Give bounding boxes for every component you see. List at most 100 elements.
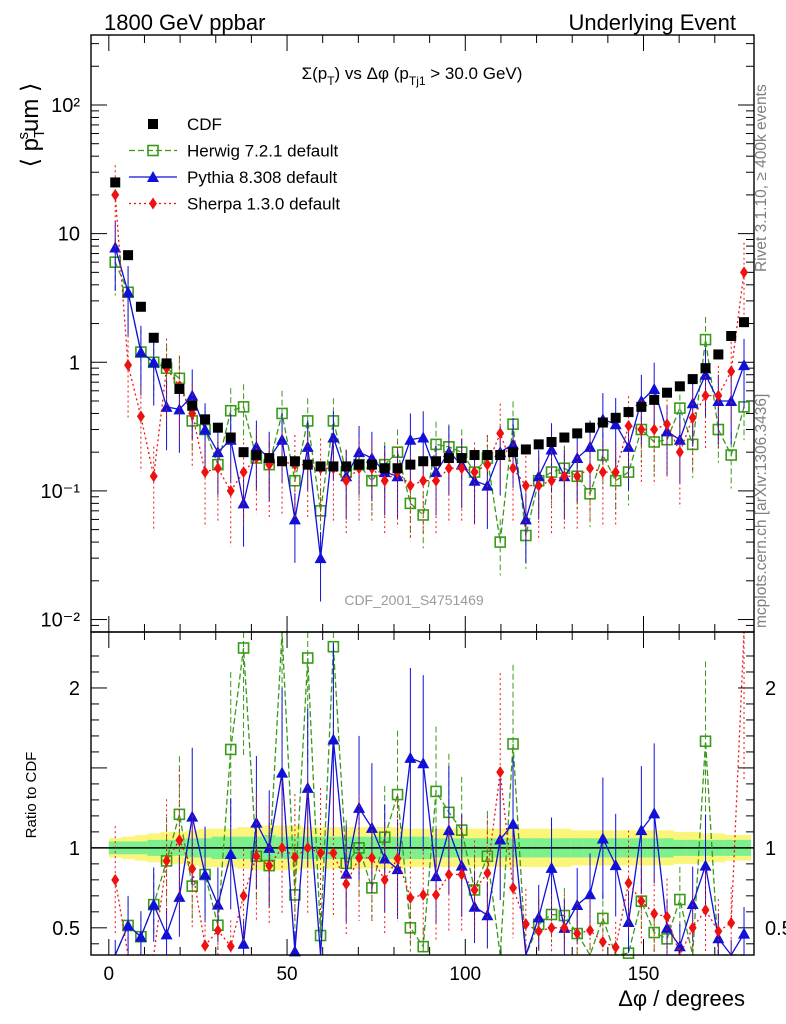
sherpa-point — [149, 470, 158, 483]
pythia-ratio-point — [584, 888, 597, 900]
herwig-ratio-point — [224, 743, 237, 756]
pythia-ratio-point — [661, 921, 674, 933]
cdf-point — [687, 374, 698, 385]
herwig-ratio-point — [314, 929, 327, 942]
sherpa-ratio-point — [175, 834, 184, 847]
herwig-point — [674, 402, 686, 414]
herwig-ratio-point — [481, 850, 494, 863]
sherpa-point — [226, 484, 235, 497]
sherpa-point — [419, 474, 428, 487]
pythia-ratio-point — [122, 919, 135, 931]
pythia-ratio-point — [327, 733, 340, 745]
sherpa-point — [727, 365, 736, 378]
pythia-point — [147, 356, 160, 368]
sherpa-point — [624, 419, 633, 432]
cdf-point — [418, 456, 429, 467]
sherpa-point — [714, 389, 723, 402]
sherpa-ratio-point — [547, 921, 556, 934]
sherpa-point — [380, 474, 389, 487]
sherpa-ratio-point — [290, 851, 299, 864]
sherpa-point — [111, 188, 120, 201]
sherpa-ratio-point — [470, 883, 479, 896]
herwig-point — [494, 536, 507, 548]
pythia-point — [519, 513, 532, 525]
sherpa-point — [663, 418, 672, 431]
sherpa-ratio-point — [278, 841, 287, 854]
pythia-point — [648, 382, 661, 394]
cdf-point — [187, 400, 198, 411]
cdf-point — [739, 317, 750, 328]
cdf-point — [636, 401, 647, 412]
sherpa-point — [136, 410, 145, 423]
sherpa-ratio-point — [509, 881, 518, 894]
pythia-point — [686, 397, 699, 409]
cdf-point — [469, 450, 480, 461]
cdf-point — [700, 363, 711, 374]
pythia-point — [609, 418, 622, 430]
herwig-ratio-point — [301, 652, 314, 664]
sherpa-point — [444, 462, 453, 475]
sherpa-point — [509, 462, 518, 475]
cdf-point — [520, 444, 531, 455]
pythia-point — [353, 446, 366, 458]
pythia-point — [468, 474, 481, 486]
cdf-point — [366, 459, 377, 470]
y-tick-label: 10⁻² — [41, 610, 81, 632]
plot-title: Σ(pT) vs Δφ (pTj1 > 30.0 GeV) — [302, 64, 523, 88]
cdf-point — [135, 301, 146, 312]
sherpa-point — [637, 423, 646, 436]
herwig-ratio-point — [237, 642, 250, 654]
pythia-point — [545, 443, 558, 455]
pythia-point — [725, 394, 738, 406]
cdf-point — [161, 358, 172, 369]
sherpa-ratio-point — [162, 854, 171, 867]
cdf-point — [443, 453, 454, 464]
x-tick-label: 50 — [276, 964, 297, 985]
cdf-point — [148, 332, 159, 343]
ratio-series-layer — [111, 631, 751, 959]
herwig-ratio-point — [648, 926, 660, 939]
cdf-point — [238, 447, 249, 458]
sherpa-ratio-point — [560, 921, 569, 934]
rivet-label: Rivet 3.1.10, ≥ 400k events — [753, 84, 770, 272]
cdf-point — [225, 432, 236, 443]
pythia-ratio-point — [596, 832, 609, 844]
legend-label-herwig: Herwig 7.2.1 default — [187, 142, 338, 161]
pythia-point — [134, 346, 147, 358]
pythia-ratio-point — [417, 757, 430, 769]
pythia-ratio-point — [686, 898, 699, 910]
ratio-y-tick-label-right: 0.5 — [765, 918, 786, 940]
herwig-point — [648, 436, 660, 448]
sherpa-point — [740, 266, 749, 279]
cdf-point — [123, 250, 134, 261]
sherpa-point — [701, 389, 710, 402]
pythia-ratio-point — [250, 816, 263, 828]
sherpa-ratio-point — [496, 766, 505, 779]
cdf-point — [405, 459, 416, 470]
y-tick-label: 1 — [69, 352, 80, 374]
pythia-ratio-point — [430, 870, 443, 882]
sherpa-ratio-point — [316, 847, 325, 860]
pythia-point — [532, 470, 545, 482]
herwig-point — [237, 401, 250, 413]
sherpa-ratio-point — [367, 851, 376, 864]
cdf-point — [251, 450, 262, 461]
sherpa-point — [470, 466, 479, 479]
cdf-point — [726, 331, 737, 342]
pythia-point — [404, 433, 417, 445]
cdf-point — [572, 428, 583, 439]
pythia-ratio-point — [237, 937, 250, 949]
cdf-point — [302, 459, 313, 470]
sherpa-ratio-point — [637, 895, 646, 908]
sherpa-ratio-point — [239, 889, 248, 902]
sherpa-ratio-point — [714, 925, 723, 938]
sherpa-ratio-point — [265, 859, 274, 872]
pythia-ratio-point — [288, 945, 301, 957]
y-tick-label: 10⁻¹ — [41, 481, 81, 503]
legend-label-pythia: Pythia 8.308 default — [187, 168, 338, 187]
herwig-ratio-point — [391, 788, 404, 801]
sherpa-point — [688, 411, 697, 424]
cdf-point — [212, 422, 223, 433]
x-tick-label: 0 — [104, 964, 115, 985]
herwig-ratio-point — [597, 912, 609, 925]
